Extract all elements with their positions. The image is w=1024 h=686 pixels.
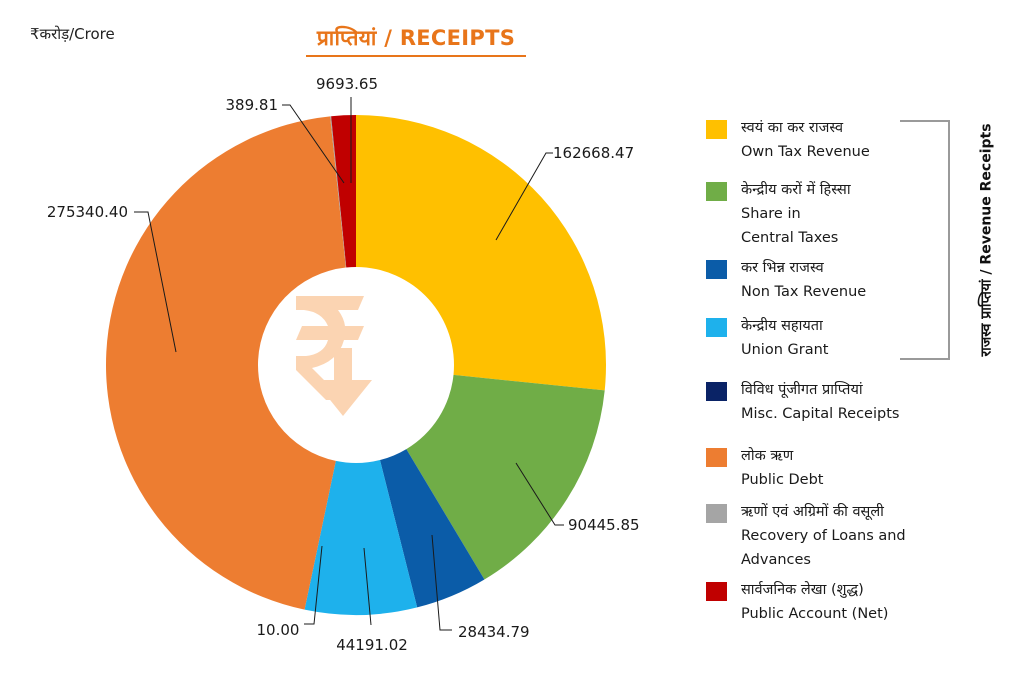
leader-line	[134, 211, 177, 353]
slice-non-tax-revenue	[379, 449, 485, 608]
legend-text: ऋणों एवं अग्रिमों की वसूली Recovery of Lo…	[741, 500, 906, 572]
leader-line	[304, 545, 323, 625]
data-label: 10.00	[257, 621, 300, 639]
legend-swatch	[706, 120, 727, 139]
data-label: 389.81	[226, 96, 279, 114]
legend-english-label: Public Debt	[741, 472, 824, 488]
donut-chart: 162668.47 90445.85 28434.79 44191.02 10.00 27…	[47, 75, 640, 654]
donut-slices	[105, 115, 606, 615]
legend-swatch	[706, 504, 727, 523]
legend-text: कर भिन्न राजस्व Non Tax Revenue	[741, 256, 866, 304]
data-label: 162668.47	[553, 144, 634, 162]
legend-hindi-label: विविध पूंजीगत प्राप्तियां	[741, 382, 863, 398]
slice-public-account-net	[331, 115, 356, 268]
legend-text: केन्द्रीय करों में हिस्सा Share in Central…	[741, 178, 851, 250]
legend-swatch	[706, 448, 727, 467]
legend-swatch	[706, 318, 727, 337]
legend-english-label: Own Tax Revenue	[741, 144, 870, 160]
legend-text: केन्द्रीय सहायता Union Grant	[741, 314, 828, 362]
legend-hindi-label: स्वयं का कर राजस्व	[741, 120, 844, 136]
leader-lines	[134, 97, 564, 631]
legend-hindi-label: केन्द्रीय करों में हिस्सा	[741, 182, 851, 198]
legend-hindi-label: केन्द्रीय सहायता	[741, 318, 823, 334]
leader-line	[431, 534, 452, 631]
leader-line	[282, 104, 345, 184]
leader-line	[495, 152, 553, 241]
legend-english-label: Non Tax Revenue	[741, 284, 867, 300]
legend-text: स्वयं का कर राजस्व Own Tax Revenue	[741, 116, 870, 164]
legend-hindi-label: सार्वजनिक लेखा (शुद्ध)	[741, 582, 864, 598]
legend-english-label: Union Grant	[741, 342, 829, 358]
data-label: 90445.85	[568, 516, 640, 534]
unit-label: ₹करोड़/Crore	[30, 25, 115, 43]
data-label: 9693.65	[316, 75, 378, 93]
legend-english-label: Advances	[741, 552, 811, 568]
rupee-down-arrow-icon	[296, 296, 372, 416]
legend-hindi-label: लोक ऋण	[741, 448, 794, 464]
legend-english-label: Public Account (Net)	[741, 606, 889, 622]
legend-swatch	[706, 260, 727, 279]
revenue-receipts-label: राजस्व प्राप्तियां / Revenue Receipts	[978, 123, 995, 357]
legend-english-label: Misc. Capital Receipts	[741, 406, 900, 422]
legend-swatch	[706, 182, 727, 201]
slice-union-grant	[304, 460, 418, 615]
legend-swatch	[706, 582, 727, 601]
data-label: 44191.02	[336, 636, 408, 654]
leader-line	[363, 547, 372, 626]
slice-recovery-of-loans-and-advances	[330, 116, 347, 268]
data-label: 28434.79	[458, 623, 530, 641]
revenue-receipts-bracket	[900, 120, 950, 360]
slice-misc-capital-receipts	[304, 460, 336, 610]
legend-hindi-label: ऋणों एवं अग्रिमों की वसूली	[741, 504, 884, 520]
slice-share-in-central-taxes	[406, 374, 605, 580]
legend-text: विविध पूंजीगत प्राप्तियां Misc. Capital R…	[741, 378, 899, 426]
data-labels: 162668.47 90445.85 28434.79 44191.02 10.00 27…	[47, 75, 640, 654]
legend-swatch	[706, 382, 727, 401]
legend-hindi-label: कर भिन्न राजस्व	[741, 260, 824, 276]
slice-own-tax-revenue	[356, 115, 606, 391]
data-label: 275340.40	[47, 203, 128, 221]
title-underline	[306, 55, 526, 57]
legend-english-label: Share in	[741, 206, 801, 222]
legend-text: सार्वजनिक लेखा (शुद्ध) Public Account (Ne…	[741, 578, 888, 626]
chart-title: प्राप्तियां / RECEIPTS	[316, 26, 516, 50]
legend-text: लोक ऋण Public Debt	[741, 444, 824, 492]
legend-english-label: Central Taxes	[741, 230, 839, 246]
slice-public-debt	[105, 116, 346, 610]
leader-line	[515, 462, 564, 526]
legend-english-label: Recovery of Loans and	[741, 528, 906, 544]
